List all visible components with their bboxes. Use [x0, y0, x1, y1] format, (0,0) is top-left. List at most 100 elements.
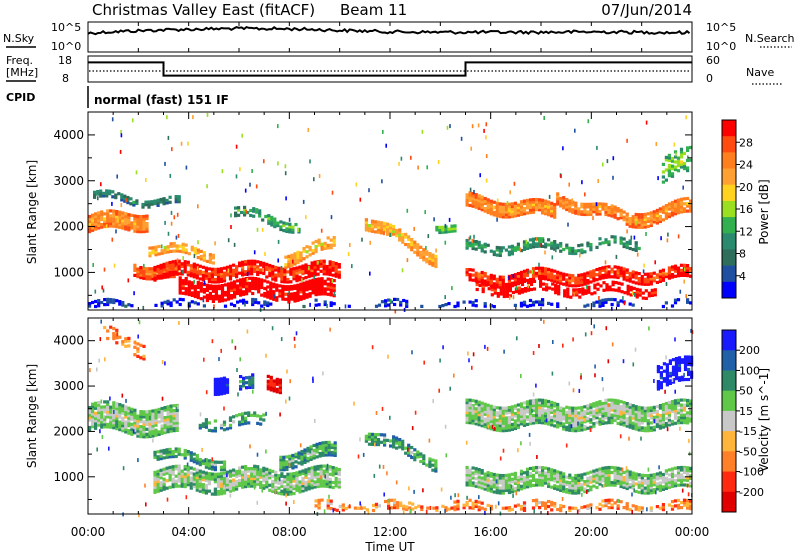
heatmap-cell	[550, 475, 554, 479]
heatmap-cell	[320, 287, 324, 291]
heatmap-cell	[265, 480, 269, 484]
heatmap-cell	[129, 202, 133, 206]
heatmap-cell	[313, 465, 317, 469]
heatmap-cell	[100, 215, 104, 219]
heatmap-noise-cell	[230, 225, 232, 229]
heatmap-cell	[578, 295, 582, 299]
heatmap-cell	[142, 276, 146, 280]
heatmap-cell	[492, 282, 496, 286]
heatmap-noise-cell	[92, 263, 94, 267]
heatmap-cell	[577, 411, 581, 415]
heatmap-cell	[664, 416, 668, 421]
heatmap-cell	[547, 417, 551, 421]
heatmap-noise-cell	[164, 220, 166, 225]
heatmap-cell	[528, 409, 533, 413]
heatmap-cell	[607, 297, 611, 302]
heatmap-cell	[195, 473, 199, 477]
heatmap-cell	[598, 202, 602, 206]
heatmap-cell	[386, 232, 390, 236]
heatmap-cell	[324, 450, 328, 455]
heatmap-cell	[120, 193, 124, 197]
heatmap-cell	[676, 161, 681, 165]
heatmap-cell	[160, 429, 164, 433]
heatmap-cell	[178, 302, 182, 307]
heatmap-cell	[574, 281, 578, 285]
heatmap-cell	[598, 410, 602, 414]
heatmap-cell	[175, 249, 179, 253]
heatmap-cell	[109, 300, 113, 304]
heatmap-cell	[489, 487, 493, 491]
heatmap-cell	[604, 483, 608, 487]
heatmap-cell	[438, 225, 442, 229]
heatmap-cell	[305, 285, 309, 289]
heatmap-cell	[686, 271, 690, 275]
heatmap-cell	[163, 245, 167, 250]
heatmap-cell	[568, 418, 572, 422]
heatmap-cell	[610, 421, 614, 425]
heatmap-cell	[196, 302, 200, 306]
heatmap-cell	[689, 401, 693, 406]
heatmap-cell	[686, 269, 690, 273]
heatmap-cell	[153, 488, 157, 492]
heatmap-cell	[251, 385, 255, 389]
heatmap-cell	[490, 293, 494, 297]
heatmap-cell	[323, 302, 327, 307]
heatmap-cell	[667, 212, 671, 216]
heatmap-cell	[165, 269, 169, 273]
heatmap-cell	[274, 475, 278, 479]
heatmap-cell	[655, 412, 659, 416]
heatmap-cell	[465, 478, 469, 482]
heatmap-cell	[550, 246, 554, 250]
heatmap-cell	[156, 264, 160, 269]
heatmap-cell	[504, 215, 508, 219]
heatmap-cell	[199, 297, 203, 301]
heatmap-cell	[535, 205, 539, 209]
heatmap-cell	[159, 454, 163, 458]
heatmap-cell	[302, 247, 306, 251]
heatmap-cell	[162, 472, 166, 476]
heatmap-cell	[556, 302, 560, 306]
heatmap-cell	[483, 302, 487, 306]
heatmap-cell	[321, 453, 325, 457]
heatmap-cell	[376, 220, 381, 224]
heatmap-cell	[686, 416, 690, 420]
heatmap-cell	[105, 191, 109, 195]
heatmap-cell	[550, 271, 554, 275]
heatmap-cell	[322, 464, 326, 468]
heatmap-cell	[477, 206, 481, 210]
heatmap-cell	[652, 212, 656, 216]
heatmap-noise-cell	[192, 115, 194, 120]
heatmap-cell	[232, 263, 236, 267]
heatmap-cell	[269, 375, 273, 379]
heatmap-cell	[228, 272, 233, 276]
heatmap-cell	[262, 264, 266, 268]
heatmap-cell	[305, 293, 309, 297]
heatmap-cell	[195, 481, 199, 485]
heatmap-cell	[661, 403, 665, 407]
heatmap-cell	[682, 151, 687, 156]
heatmap-cell	[538, 300, 542, 304]
heatmap-cell	[133, 408, 137, 412]
heatmap-cell	[109, 216, 113, 221]
heatmap-cell	[183, 448, 187, 453]
heatmap-cell	[583, 487, 587, 491]
heatmap-noise-cell	[446, 125, 449, 130]
heatmap-noise-cell	[244, 302, 246, 307]
heatmap-cell	[580, 473, 584, 477]
heatmap-cell	[289, 280, 293, 284]
heatmap-cell	[413, 455, 417, 459]
heatmap-cell	[474, 304, 478, 308]
heatmap-cell	[213, 465, 217, 469]
heatmap-cell	[541, 401, 545, 405]
heatmap-cell	[298, 470, 302, 474]
heatmap-cell	[655, 415, 659, 419]
heatmap-cell	[565, 413, 569, 417]
heatmap-cell	[178, 288, 182, 293]
heatmap-cell	[616, 207, 620, 211]
heatmap-cell	[235, 275, 239, 279]
heatmap-cell	[323, 300, 327, 304]
heatmap-cell	[519, 474, 524, 478]
heatmap-cell	[577, 244, 581, 248]
heatmap-cell	[198, 484, 202, 488]
heatmap-cell	[166, 299, 170, 303]
